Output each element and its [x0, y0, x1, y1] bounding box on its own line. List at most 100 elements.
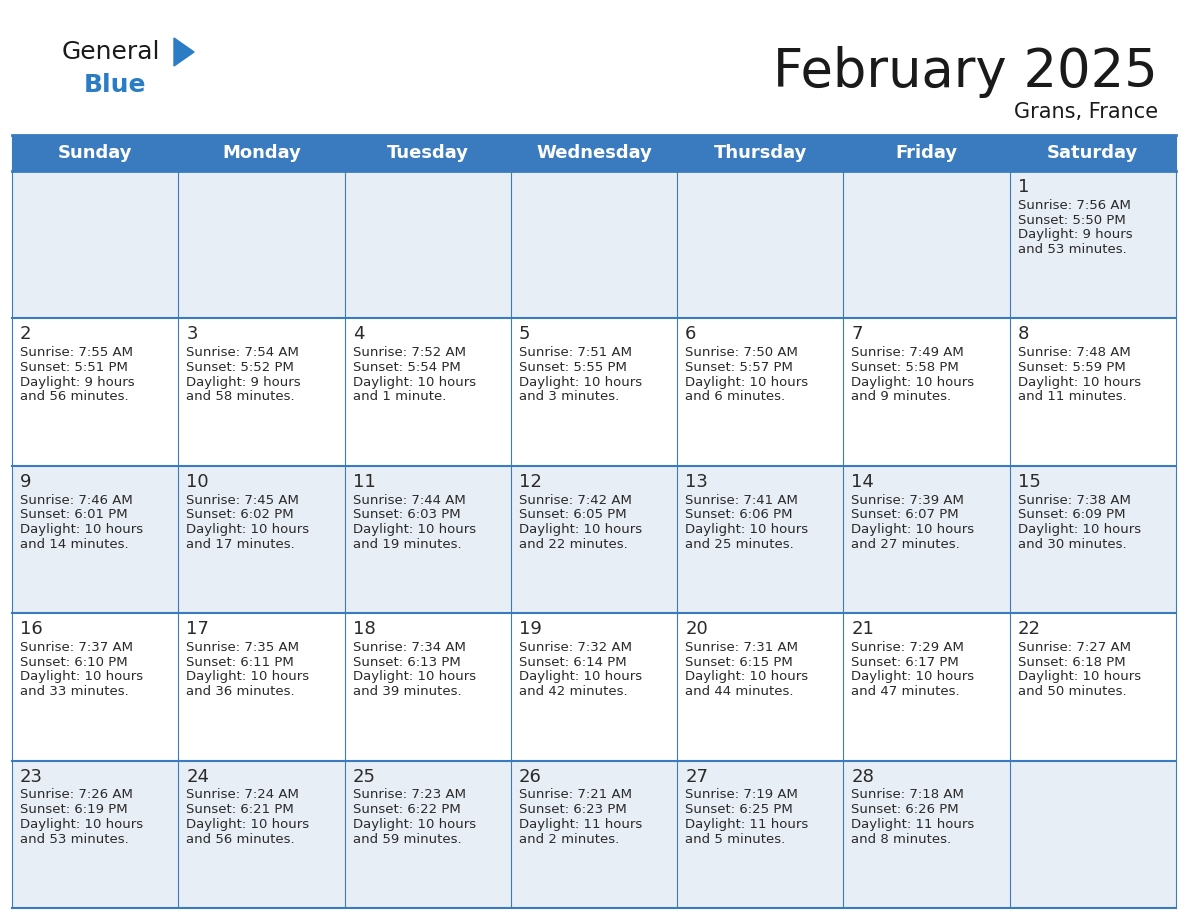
Text: Sunset: 6:11 PM: Sunset: 6:11 PM	[187, 655, 295, 668]
Text: and 39 minutes.: and 39 minutes.	[353, 685, 461, 699]
Text: Sunrise: 7:23 AM: Sunrise: 7:23 AM	[353, 789, 466, 801]
Bar	[12, 171, 1176, 319]
Text: Sunset: 6:10 PM: Sunset: 6:10 PM	[20, 655, 127, 668]
Text: and 47 minutes.: and 47 minutes.	[852, 685, 960, 699]
Text: February 2025: February 2025	[773, 46, 1158, 98]
Text: and 5 minutes.: and 5 minutes.	[685, 833, 785, 845]
Text: Daylight: 10 hours: Daylight: 10 hours	[187, 670, 309, 683]
Text: Sunrise: 7:31 AM: Sunrise: 7:31 AM	[685, 641, 798, 654]
Text: and 25 minutes.: and 25 minutes.	[685, 538, 794, 551]
Text: and 1 minute.: and 1 minute.	[353, 390, 446, 403]
Text: and 56 minutes.: and 56 minutes.	[20, 390, 128, 403]
Text: Sunrise: 7:44 AM: Sunrise: 7:44 AM	[353, 494, 466, 507]
Text: Daylight: 10 hours: Daylight: 10 hours	[852, 375, 974, 388]
Text: 5: 5	[519, 325, 530, 343]
Text: and 22 minutes.: and 22 minutes.	[519, 538, 627, 551]
Text: Daylight: 11 hours: Daylight: 11 hours	[519, 818, 642, 831]
Text: Sunrise: 7:29 AM: Sunrise: 7:29 AM	[852, 641, 965, 654]
Text: Daylight: 9 hours: Daylight: 9 hours	[187, 375, 301, 388]
Text: Daylight: 9 hours: Daylight: 9 hours	[1018, 229, 1132, 241]
Text: Daylight: 10 hours: Daylight: 10 hours	[20, 670, 143, 683]
Text: 13: 13	[685, 473, 708, 491]
Text: Sunset: 5:54 PM: Sunset: 5:54 PM	[353, 361, 460, 374]
Text: Daylight: 10 hours: Daylight: 10 hours	[353, 818, 475, 831]
Text: and 30 minutes.: and 30 minutes.	[1018, 538, 1126, 551]
Text: 12: 12	[519, 473, 542, 491]
Text: Sunday: Sunday	[58, 144, 132, 162]
Text: and 56 minutes.: and 56 minutes.	[187, 833, 295, 845]
Text: and 17 minutes.: and 17 minutes.	[187, 538, 295, 551]
Text: Sunrise: 7:18 AM: Sunrise: 7:18 AM	[852, 789, 965, 801]
Text: and 2 minutes.: and 2 minutes.	[519, 833, 619, 845]
Text: 2: 2	[20, 325, 32, 343]
Text: Sunset: 6:23 PM: Sunset: 6:23 PM	[519, 803, 626, 816]
Text: 22: 22	[1018, 621, 1041, 638]
Text: 20: 20	[685, 621, 708, 638]
Text: Daylight: 10 hours: Daylight: 10 hours	[519, 523, 642, 536]
Text: Daylight: 10 hours: Daylight: 10 hours	[353, 670, 475, 683]
Bar	[511, 135, 677, 171]
Text: and 53 minutes.: and 53 minutes.	[20, 833, 128, 845]
Text: 10: 10	[187, 473, 209, 491]
Text: Daylight: 10 hours: Daylight: 10 hours	[685, 670, 808, 683]
Text: 15: 15	[1018, 473, 1041, 491]
Text: and 53 minutes.: and 53 minutes.	[1018, 243, 1126, 256]
Bar	[843, 135, 1010, 171]
Text: Sunrise: 7:35 AM: Sunrise: 7:35 AM	[187, 641, 299, 654]
Text: Daylight: 10 hours: Daylight: 10 hours	[20, 818, 143, 831]
Text: Sunset: 6:17 PM: Sunset: 6:17 PM	[852, 655, 959, 668]
Text: Daylight: 10 hours: Daylight: 10 hours	[1018, 375, 1140, 388]
Bar	[12, 465, 1176, 613]
Text: 1: 1	[1018, 178, 1029, 196]
Text: Sunset: 5:52 PM: Sunset: 5:52 PM	[187, 361, 295, 374]
Text: and 27 minutes.: and 27 minutes.	[852, 538, 960, 551]
Bar	[12, 135, 178, 171]
Text: Sunset: 6:03 PM: Sunset: 6:03 PM	[353, 509, 460, 521]
Text: Sunset: 6:14 PM: Sunset: 6:14 PM	[519, 655, 626, 668]
Text: 3: 3	[187, 325, 197, 343]
Text: Sunrise: 7:19 AM: Sunrise: 7:19 AM	[685, 789, 798, 801]
Text: and 58 minutes.: and 58 minutes.	[187, 390, 295, 403]
Text: Daylight: 10 hours: Daylight: 10 hours	[852, 523, 974, 536]
Text: Daylight: 10 hours: Daylight: 10 hours	[1018, 670, 1140, 683]
Bar	[345, 135, 511, 171]
Text: Tuesday: Tuesday	[387, 144, 469, 162]
Bar	[12, 319, 1176, 465]
Text: 25: 25	[353, 767, 375, 786]
Text: Daylight: 10 hours: Daylight: 10 hours	[353, 523, 475, 536]
Text: Daylight: 10 hours: Daylight: 10 hours	[353, 375, 475, 388]
Text: 7: 7	[852, 325, 862, 343]
Text: Daylight: 11 hours: Daylight: 11 hours	[852, 818, 974, 831]
Text: Sunrise: 7:21 AM: Sunrise: 7:21 AM	[519, 789, 632, 801]
Text: Sunrise: 7:38 AM: Sunrise: 7:38 AM	[1018, 494, 1131, 507]
Text: Sunset: 6:18 PM: Sunset: 6:18 PM	[1018, 655, 1125, 668]
Text: Sunrise: 7:26 AM: Sunrise: 7:26 AM	[20, 789, 133, 801]
Text: Sunset: 6:22 PM: Sunset: 6:22 PM	[353, 803, 460, 816]
Text: Sunset: 6:09 PM: Sunset: 6:09 PM	[1018, 509, 1125, 521]
Text: Friday: Friday	[896, 144, 958, 162]
Text: Sunrise: 7:46 AM: Sunrise: 7:46 AM	[20, 494, 133, 507]
Text: Sunrise: 7:37 AM: Sunrise: 7:37 AM	[20, 641, 133, 654]
Text: 18: 18	[353, 621, 375, 638]
Text: Sunset: 6:21 PM: Sunset: 6:21 PM	[187, 803, 295, 816]
Text: and 44 minutes.: and 44 minutes.	[685, 685, 794, 699]
Bar	[12, 613, 1176, 761]
Text: and 42 minutes.: and 42 minutes.	[519, 685, 627, 699]
Text: Sunrise: 7:24 AM: Sunrise: 7:24 AM	[187, 789, 299, 801]
Text: Sunset: 5:59 PM: Sunset: 5:59 PM	[1018, 361, 1125, 374]
Text: and 33 minutes.: and 33 minutes.	[20, 685, 128, 699]
Text: Sunset: 6:19 PM: Sunset: 6:19 PM	[20, 803, 127, 816]
Text: 26: 26	[519, 767, 542, 786]
Text: Sunset: 5:51 PM: Sunset: 5:51 PM	[20, 361, 128, 374]
Text: and 3 minutes.: and 3 minutes.	[519, 390, 619, 403]
Text: 14: 14	[852, 473, 874, 491]
Text: Sunset: 5:57 PM: Sunset: 5:57 PM	[685, 361, 794, 374]
Text: Wednesday: Wednesday	[536, 144, 652, 162]
Text: Sunrise: 7:55 AM: Sunrise: 7:55 AM	[20, 346, 133, 359]
Text: Sunset: 6:15 PM: Sunset: 6:15 PM	[685, 655, 792, 668]
Text: Sunrise: 7:32 AM: Sunrise: 7:32 AM	[519, 641, 632, 654]
Text: and 14 minutes.: and 14 minutes.	[20, 538, 128, 551]
Text: 27: 27	[685, 767, 708, 786]
Text: 28: 28	[852, 767, 874, 786]
Bar	[677, 135, 843, 171]
